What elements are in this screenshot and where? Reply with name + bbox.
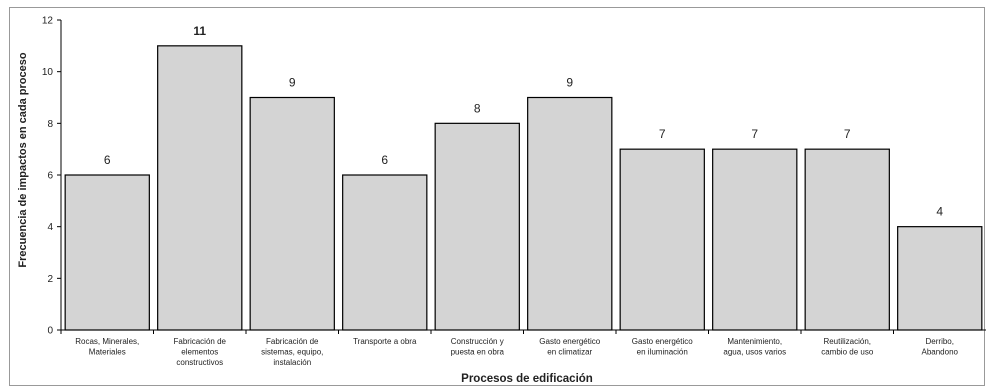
x-tick-label-line: Materiales (89, 348, 126, 357)
x-tick-label: Reutilización, cambio de uso (821, 337, 874, 357)
y-tick-label: 12 (42, 16, 54, 27)
x-tick-label-line: Gasto energético (539, 337, 600, 346)
y-tick-labels: 0 2 4 6 8 10 12 (42, 16, 54, 337)
x-tick-label: Transporte a obra (353, 337, 417, 346)
x-tick-label: Fabricación de sistemas, equipo, instalaci… (261, 337, 323, 367)
x-tick-label-line: Mantenimiento, (727, 337, 782, 346)
bar (342, 174, 428, 331)
x-tick-label: Rocas, Minerales, Materiales (75, 337, 139, 357)
x-tick-label-line: elementos (181, 348, 218, 357)
x-tick-label-line: en iluminación (637, 348, 688, 357)
x-axis-title: Procesos de edificación (461, 373, 593, 385)
y-tick-label: 0 (47, 326, 53, 337)
bar (157, 45, 243, 331)
bar (434, 122, 520, 331)
data-label: 8 (474, 101, 481, 115)
data-label: 9 (566, 76, 573, 90)
x-tick-label-line: Rocas, Minerales, (75, 337, 139, 346)
data-label: 4 (936, 205, 943, 219)
x-tick-label: Construcción y puesta en obra (451, 337, 505, 357)
x-tick-label: Fabricación de elementos constructivos (174, 337, 227, 367)
x-tick-label-line: agua, usos varios (723, 348, 786, 357)
x-tick-label-line: Abandono (922, 348, 959, 357)
data-label: 6 (381, 153, 388, 167)
y-tick-label: 8 (47, 119, 53, 130)
bar (527, 96, 613, 331)
x-tick-label: Gasto energético en climatizar (539, 337, 600, 357)
x-tick-label-line: Reutilización, (823, 337, 871, 346)
x-tick-label-line: Transporte a obra (353, 337, 417, 346)
x-tick-label-line: en climatizar (547, 348, 592, 357)
x-tick-label-line: puesta en obra (451, 348, 505, 357)
x-tick-label-line: sistemas, equipo, (261, 348, 323, 357)
bar (897, 226, 983, 331)
bar (249, 96, 335, 331)
value-labels: 6 11 9 6 8 9 7 7 7 4 (104, 24, 944, 219)
y-axis-title: Frecuencia de impactos en cada proceso (17, 52, 29, 267)
bar (712, 148, 798, 331)
data-label: 7 (751, 127, 758, 141)
bar (619, 148, 705, 331)
data-label: 6 (104, 153, 111, 167)
x-tick-label-line: instalación (273, 358, 311, 367)
bars (64, 45, 983, 331)
x-tick-label-line: Derribo, (926, 337, 954, 346)
x-tick-label-line: Gasto energético (632, 337, 693, 346)
data-label: 7 (659, 127, 666, 141)
y-tick-label: 10 (42, 67, 54, 78)
x-tick-label: Mantenimiento, agua, usos varios (723, 337, 786, 357)
data-label: 9 (289, 76, 296, 90)
x-tick-label-line: constructivos (176, 358, 223, 367)
x-tick-label-line: Construcción y (451, 337, 504, 346)
y-tick-label: 2 (47, 274, 53, 285)
bar (804, 148, 890, 331)
x-tick-labels: Rocas, Minerales, Materiales Fabricación d… (75, 337, 958, 367)
x-tick-label-line: Fabricación de (174, 337, 227, 346)
x-tick-label-line: cambio de uso (821, 348, 874, 357)
bar (64, 174, 150, 331)
data-label: 7 (844, 127, 851, 141)
x-tick-label-line: Fabricación de (266, 337, 319, 346)
y-tick-label: 4 (47, 222, 53, 233)
x-tick-label: Gasto energético en iluminación (632, 337, 693, 357)
x-tick-label: Derribo, Abandono (922, 337, 959, 357)
y-tick-label: 6 (47, 171, 53, 182)
data-label: 11 (193, 24, 206, 38)
